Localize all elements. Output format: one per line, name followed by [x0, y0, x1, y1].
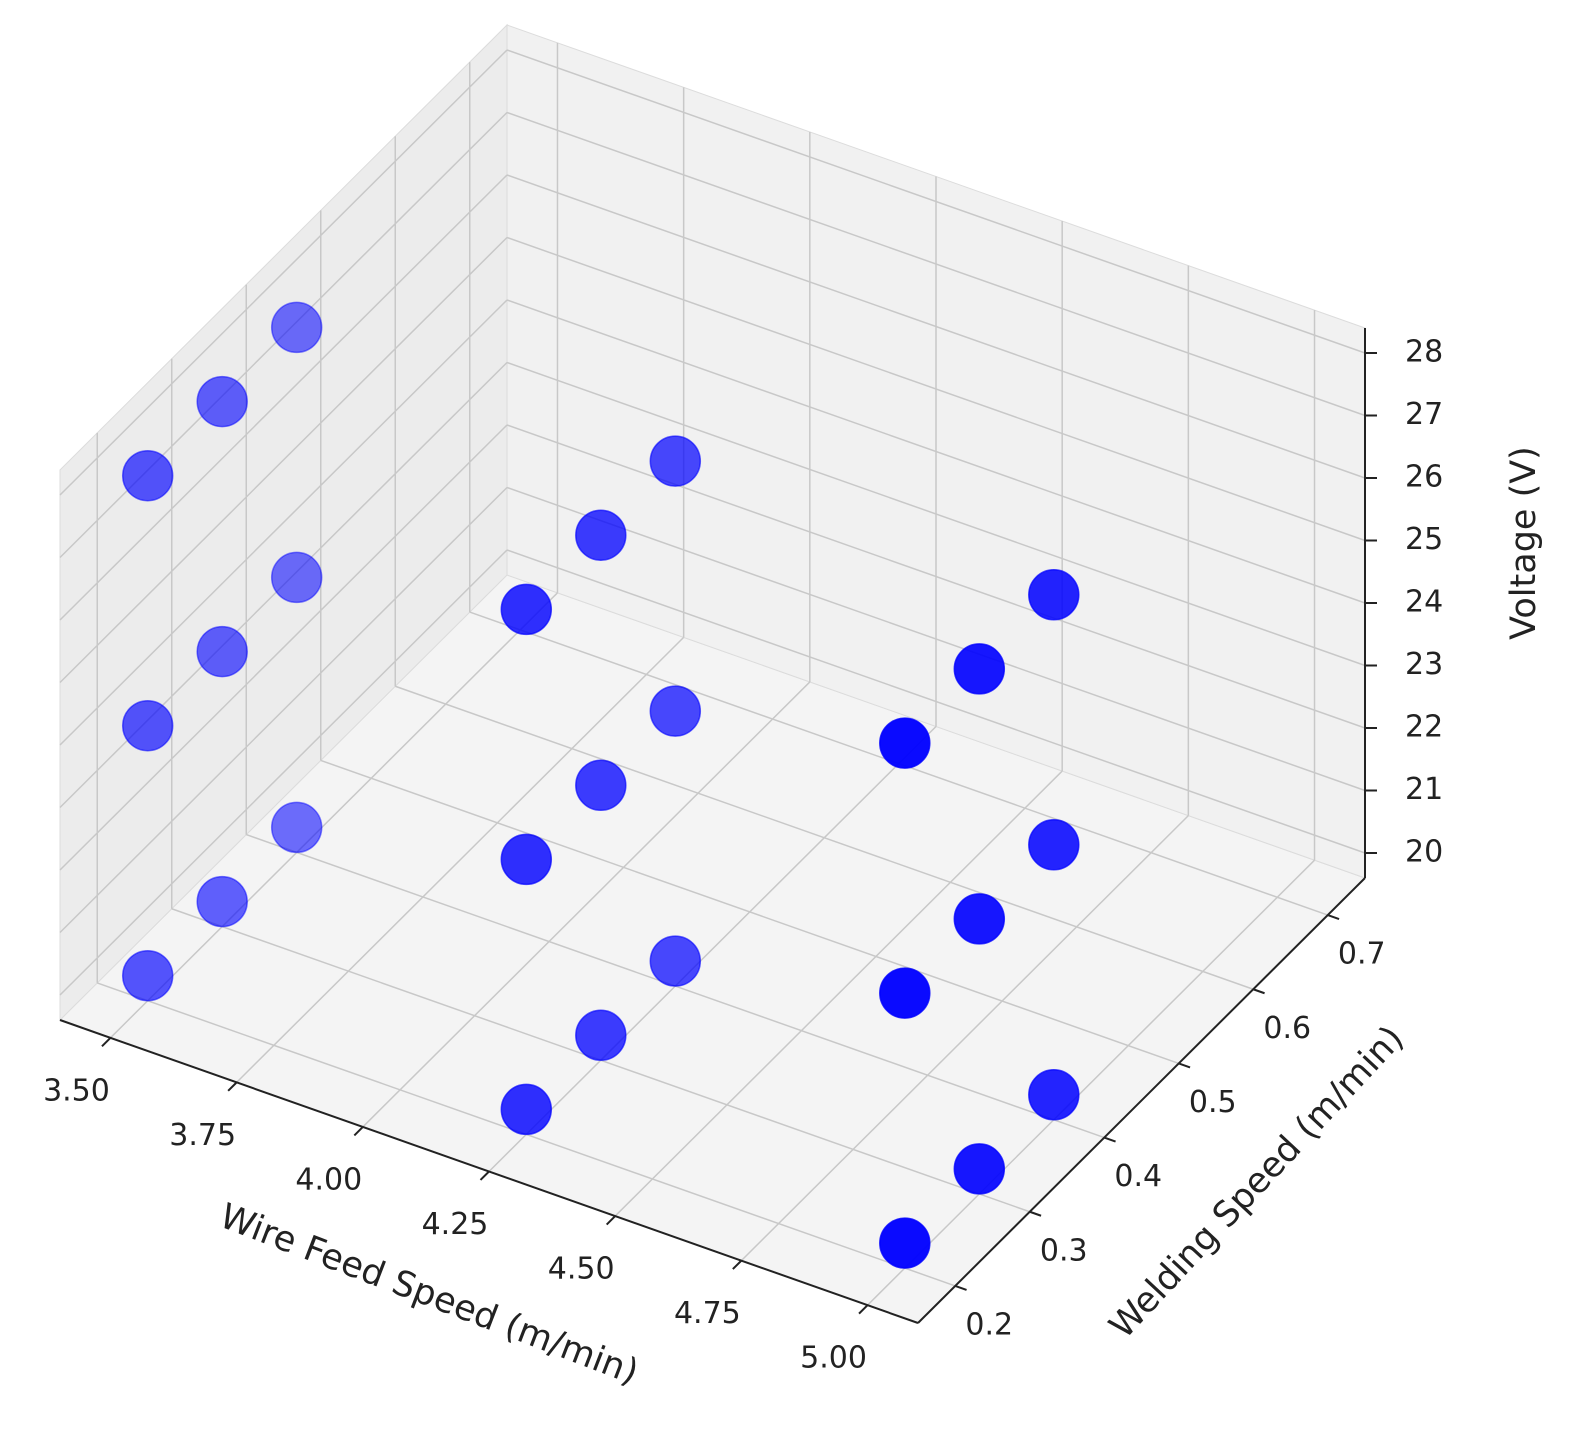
data-point	[196, 625, 248, 678]
data-point	[121, 449, 174, 502]
data-point	[953, 1143, 1006, 1195]
z-tick-label: 25	[1405, 522, 1443, 557]
x-tick-mark	[227, 1081, 238, 1092]
data-point	[500, 583, 553, 636]
x-tick-mark	[101, 1037, 112, 1047]
data-point	[1028, 1069, 1080, 1121]
y-tick-mark	[1029, 1210, 1042, 1217]
z-tick-label: 21	[1405, 772, 1443, 807]
data-point	[953, 893, 1006, 945]
x-tick-mark	[479, 1170, 490, 1181]
gridline-back-z	[506, 174, 1366, 479]
gridline-back-z	[506, 111, 1366, 417]
x-tick-mark	[353, 1126, 364, 1137]
z-tick-label: 27	[1405, 397, 1443, 432]
gridline-floor-y	[320, 759, 1179, 1065]
data-point	[270, 801, 323, 854]
z-tick-label: 20	[1405, 835, 1443, 870]
y-tick-label: 0.2	[965, 1307, 1013, 1342]
gridline-left-z	[59, 174, 508, 621]
y-tick-label: 0.5	[1189, 1085, 1237, 1120]
data-point	[270, 551, 323, 604]
data-point	[953, 643, 1006, 695]
data-point	[575, 759, 627, 812]
data-point	[879, 967, 931, 1019]
gridline-back-z	[506, 49, 1366, 354]
gridline-back-z	[506, 486, 1366, 792]
gridline-left-z	[59, 236, 508, 684]
data-point	[196, 375, 248, 428]
data-point	[121, 949, 174, 1002]
data-point	[1028, 569, 1080, 621]
x-tick-label: 4.50	[548, 1252, 615, 1287]
y-tick-label: 0.3	[1040, 1233, 1088, 1268]
gridline-floor-x	[362, 681, 811, 1128]
gridline-left-z	[59, 49, 508, 496]
y-tick-label: 0.7	[1338, 937, 1386, 972]
z-axis-label: Voltage (V)	[1504, 446, 1544, 640]
data-point	[1028, 819, 1080, 871]
x-tick-label: 4.75	[674, 1296, 741, 1331]
gridline-left-z	[59, 549, 508, 996]
y-tick-mark	[1178, 1062, 1191, 1069]
gridline-back-z	[506, 424, 1366, 729]
z-tick-label: 23	[1405, 647, 1443, 682]
y-tick-mark	[1327, 914, 1340, 921]
data-point	[879, 1217, 931, 1269]
gridline-floor-y	[395, 685, 1254, 990]
y-tick-label: 0.4	[1114, 1159, 1162, 1194]
x-tick-label: 3.50	[43, 1073, 110, 1108]
x-tick-mark	[605, 1215, 616, 1226]
x-tick-label: 4.25	[422, 1207, 489, 1242]
gridline-back-z	[506, 236, 1366, 542]
data-point	[649, 685, 702, 737]
z-tick-label: 24	[1405, 585, 1443, 620]
gridline-back-z	[506, 549, 1366, 854]
gridline-left-z	[59, 486, 508, 934]
data-point	[649, 435, 702, 487]
gridline-floor-x	[867, 859, 1316, 1306]
y-tick-mark	[1103, 1136, 1116, 1143]
y-axis-line	[917, 877, 1366, 1324]
data-points	[121, 301, 1080, 1269]
gridline-floor-x	[740, 815, 1189, 1262]
data-point	[500, 1083, 553, 1136]
data-point	[879, 717, 931, 769]
gridline-floor-x	[614, 770, 1063, 1217]
y-tick-mark	[1252, 988, 1265, 995]
gridline-floor-x	[236, 636, 685, 1083]
data-point	[575, 1009, 627, 1062]
gridline-left-z	[59, 299, 508, 746]
gridline-left-z	[59, 424, 508, 871]
x-tick-label: 4.00	[295, 1162, 362, 1197]
tick-labels: 3.50 3.75 4.00 4.25 4.50 4.75 5.00 0.2 0.3 0.4 0.5…	[43, 335, 1443, 1376]
gridline-back-z	[506, 299, 1366, 604]
x-tick-mark	[858, 1304, 869, 1315]
gridline-floor-x	[109, 592, 558, 1039]
gridline-back-z	[506, 361, 1366, 667]
data-point	[121, 699, 174, 752]
z-tick-label: 22	[1405, 710, 1443, 745]
axes-panes	[59, 23, 1366, 1324]
data-point	[575, 509, 627, 561]
z-tick-label: 26	[1405, 460, 1443, 495]
data-point	[196, 875, 248, 928]
y-tick-label: 0.6	[1263, 1011, 1311, 1046]
x-tick-label: 3.75	[169, 1118, 236, 1153]
x-tick-mark	[732, 1259, 743, 1270]
gridline-floor-x	[488, 725, 937, 1173]
y-tick-mark	[954, 1284, 967, 1291]
data-point	[500, 833, 553, 886]
data-point	[649, 935, 702, 987]
z-tick-label: 28	[1405, 335, 1443, 370]
data-point	[270, 301, 323, 354]
x-tick-label: 5.00	[800, 1341, 867, 1376]
